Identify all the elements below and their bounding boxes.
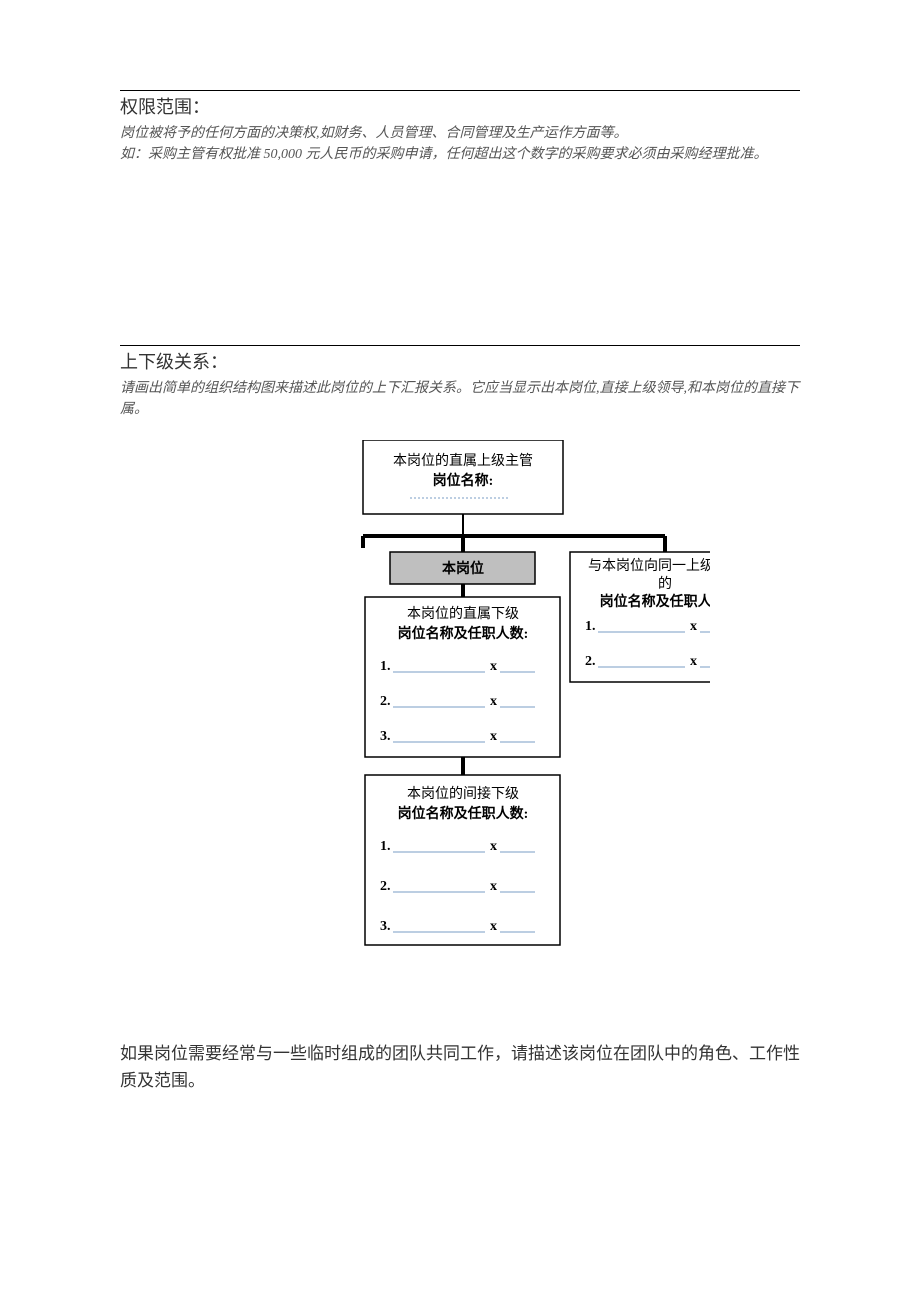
authority-section: 权限范围： 岗位被将予的任何方面的决策权,如财务、人员管理、合同管理及生产运作方…: [120, 90, 800, 165]
peer-x-2: x: [690, 654, 697, 669]
directsub-item-3: 3.: [380, 729, 391, 744]
supervisor-line2: 岗位名称:: [433, 472, 494, 489]
directsub-item-1: 1.: [380, 659, 391, 674]
supervisor-line1: 本岗位的直属上级主管: [393, 452, 533, 469]
peer-x-1: x: [690, 619, 697, 634]
authority-desc-2: 如：采购主管有权批准 50,000 元人民币的采购申请，任何超出这个数字的采购要…: [120, 144, 800, 165]
indirectsub-line2: 岗位名称及任职人数:: [398, 805, 529, 822]
directsub-x-2: x: [490, 694, 497, 709]
hierarchy-section: 上下级关系： 请画出简单的组织结构图来描述此岗位的上下汇报关系。它应当显示出本岗…: [120, 345, 800, 1094]
org-chart: 本岗位的直属上级主管 岗位名称: 本岗位 与本岗位向同一上级汇报: [120, 440, 800, 1010]
this-pos-label: 本岗位: [442, 560, 484, 577]
peer-line2: 的: [658, 576, 672, 592]
hierarchy-desc: 请画出简单的组织结构图来描述此岗位的上下汇报关系。它应当显示出本岗位,直接上级领…: [120, 378, 800, 420]
directsub-line2: 岗位名称及任职人数:: [398, 625, 529, 642]
indirectsub-item-1: 1.: [380, 839, 391, 854]
peer-line3: 岗位名称及任职人数:: [600, 593, 710, 610]
directsub-x-3: x: [490, 729, 497, 744]
peer-line1: 与本岗位向同一上级汇报: [588, 558, 710, 574]
peer-item-1: 1.: [585, 619, 596, 634]
peer-item-2: 2.: [585, 654, 596, 669]
team-note: 如果岗位需要经常与一些临时组成的团队共同工作，请描述该岗位在团队中的角色、工作性…: [120, 1040, 800, 1094]
indirectsub-x-3: x: [490, 919, 497, 934]
directsub-line1: 本岗位的直属下级: [407, 605, 519, 622]
indirectsub-line1: 本岗位的间接下级: [407, 785, 519, 802]
directsub-x-1: x: [490, 659, 497, 674]
authority-title: 权限范围：: [120, 93, 800, 119]
hierarchy-title: 上下级关系：: [120, 348, 800, 374]
indirectsub-item-2: 2.: [380, 879, 391, 894]
directsub-item-2: 2.: [380, 694, 391, 709]
indirectsub-item-3: 3.: [380, 919, 391, 934]
authority-desc-1: 岗位被将予的任何方面的决策权,如财务、人员管理、合同管理及生产运作方面等。: [120, 123, 800, 144]
indirectsub-x-1: x: [490, 839, 497, 854]
indirectsub-x-2: x: [490, 879, 497, 894]
